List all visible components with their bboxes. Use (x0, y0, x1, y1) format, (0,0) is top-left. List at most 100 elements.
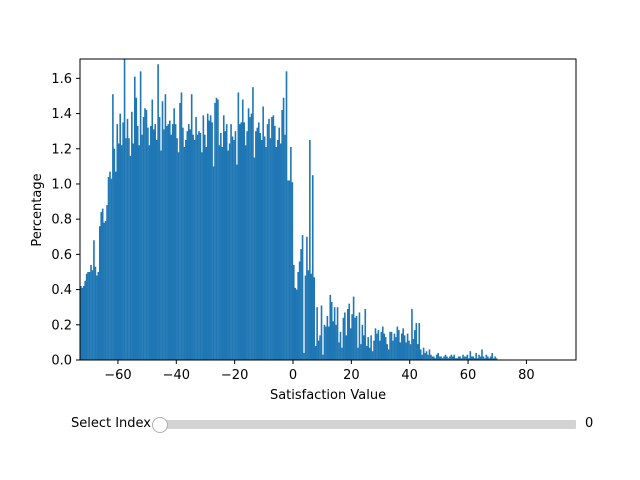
histogram-bar (260, 139, 263, 360)
histogram-bar (335, 324, 337, 360)
histogram-bar (314, 345, 317, 360)
histogram-bar (168, 120, 171, 360)
histogram-bar (377, 330, 380, 360)
histogram-bar (424, 352, 426, 360)
y-tick-label: 1.6 (51, 72, 72, 87)
histogram-bar (303, 352, 305, 360)
histogram-bar (433, 356, 435, 360)
histogram-bar (164, 94, 167, 360)
histogram-bar (487, 356, 489, 360)
histogram-bar (441, 358, 444, 360)
histogram-bar (224, 131, 227, 360)
index-slider-track[interactable] (160, 420, 576, 429)
histogram-bar (94, 266, 97, 360)
histogram-bar (82, 286, 85, 360)
histogram-bar (485, 354, 488, 360)
histogram-bar (381, 326, 384, 360)
histogram-bar (193, 139, 196, 360)
index-slider-handle[interactable] (152, 417, 168, 433)
histogram-bar (138, 145, 140, 360)
histogram-bar (365, 345, 368, 360)
histogram-bar (320, 305, 323, 360)
y-tick-label: 1.0 (51, 177, 72, 192)
x-tick-label: −60 (104, 368, 131, 383)
histogram-bar (256, 127, 259, 361)
histogram-bar (389, 331, 391, 360)
y-axis-ticks: 0.0 0.2 0.4 0.6 0.8 1.0 1.2 1.4 1.6 (51, 72, 80, 369)
histogram-bar (291, 182, 294, 360)
histogram-bar (265, 147, 267, 360)
histogram-bar (142, 117, 145, 360)
histogram-bar (373, 340, 375, 360)
histogram-bar (421, 354, 423, 360)
histogram-bar (155, 139, 158, 360)
histogram-bar (106, 205, 108, 360)
histogram-bar (383, 333, 386, 360)
histogram-bar (166, 125, 168, 360)
histogram-bar (284, 134, 286, 360)
histogram-bar (287, 180, 289, 360)
histogram-bar (326, 315, 329, 360)
histogram-bar (136, 125, 139, 360)
histogram-bar (214, 103, 216, 360)
histogram-bar (279, 143, 282, 360)
histogram-bar (93, 240, 95, 360)
histogram-bar (246, 131, 248, 360)
histogram-bar (295, 289, 298, 360)
histogram-bar (128, 138, 130, 360)
histogram-bar (450, 354, 453, 360)
histogram-bar (478, 354, 480, 360)
histogram-bar (348, 303, 351, 360)
histogram-bar (494, 356, 496, 360)
histogram-bar (408, 340, 410, 360)
histogram-bar (275, 147, 278, 360)
histogram-bar (113, 148, 116, 360)
histogram-bar (101, 208, 104, 360)
histogram-bar (218, 145, 221, 360)
histogram-bar (304, 275, 307, 360)
x-tick-label: 60 (460, 368, 477, 383)
histogram-bar (418, 323, 421, 360)
histogram-bar (192, 134, 194, 360)
histogram-bar (98, 226, 101, 360)
histogram-bar (386, 344, 388, 360)
histogram-bar (345, 335, 348, 360)
histogram-bar (363, 335, 365, 360)
histogram-bar (173, 108, 175, 360)
histogram-bar (237, 92, 240, 360)
histogram-bar (484, 358, 486, 360)
histogram-bar (177, 152, 180, 360)
histogram-bar (468, 358, 470, 360)
histogram-bar (160, 150, 162, 360)
histogram-bar (135, 97, 138, 360)
histogram-bar (211, 122, 213, 361)
histogram-bar (230, 124, 232, 360)
histogram-bar (367, 337, 369, 360)
histogram-bar (452, 356, 454, 360)
histogram-bar (158, 117, 161, 360)
histogram-bar (409, 344, 412, 360)
histogram-bar (282, 97, 285, 360)
histogram-bar (183, 147, 186, 360)
histogram-bar (371, 351, 374, 360)
histogram-bar (355, 315, 358, 360)
histogram-bar (437, 352, 440, 360)
histogram-bar (147, 127, 149, 361)
histogram-bar (212, 166, 215, 360)
histogram-bar (288, 180, 291, 360)
histogram-bar (96, 275, 98, 360)
histogram-bar (403, 335, 406, 360)
histogram-bar (116, 124, 119, 360)
histogram-bar (387, 349, 390, 360)
histogram-bar (323, 324, 326, 360)
histogram-bar (339, 331, 342, 360)
histogram-bar (351, 314, 353, 360)
histogram-bar (199, 132, 202, 360)
histogram-bar (322, 354, 324, 360)
histogram-bar (438, 356, 441, 360)
slider-value: 0 (585, 416, 594, 431)
histogram-bar (449, 356, 451, 360)
histogram-bar (185, 139, 187, 360)
histogram-bar (473, 358, 476, 360)
histogram-bar (257, 122, 260, 361)
